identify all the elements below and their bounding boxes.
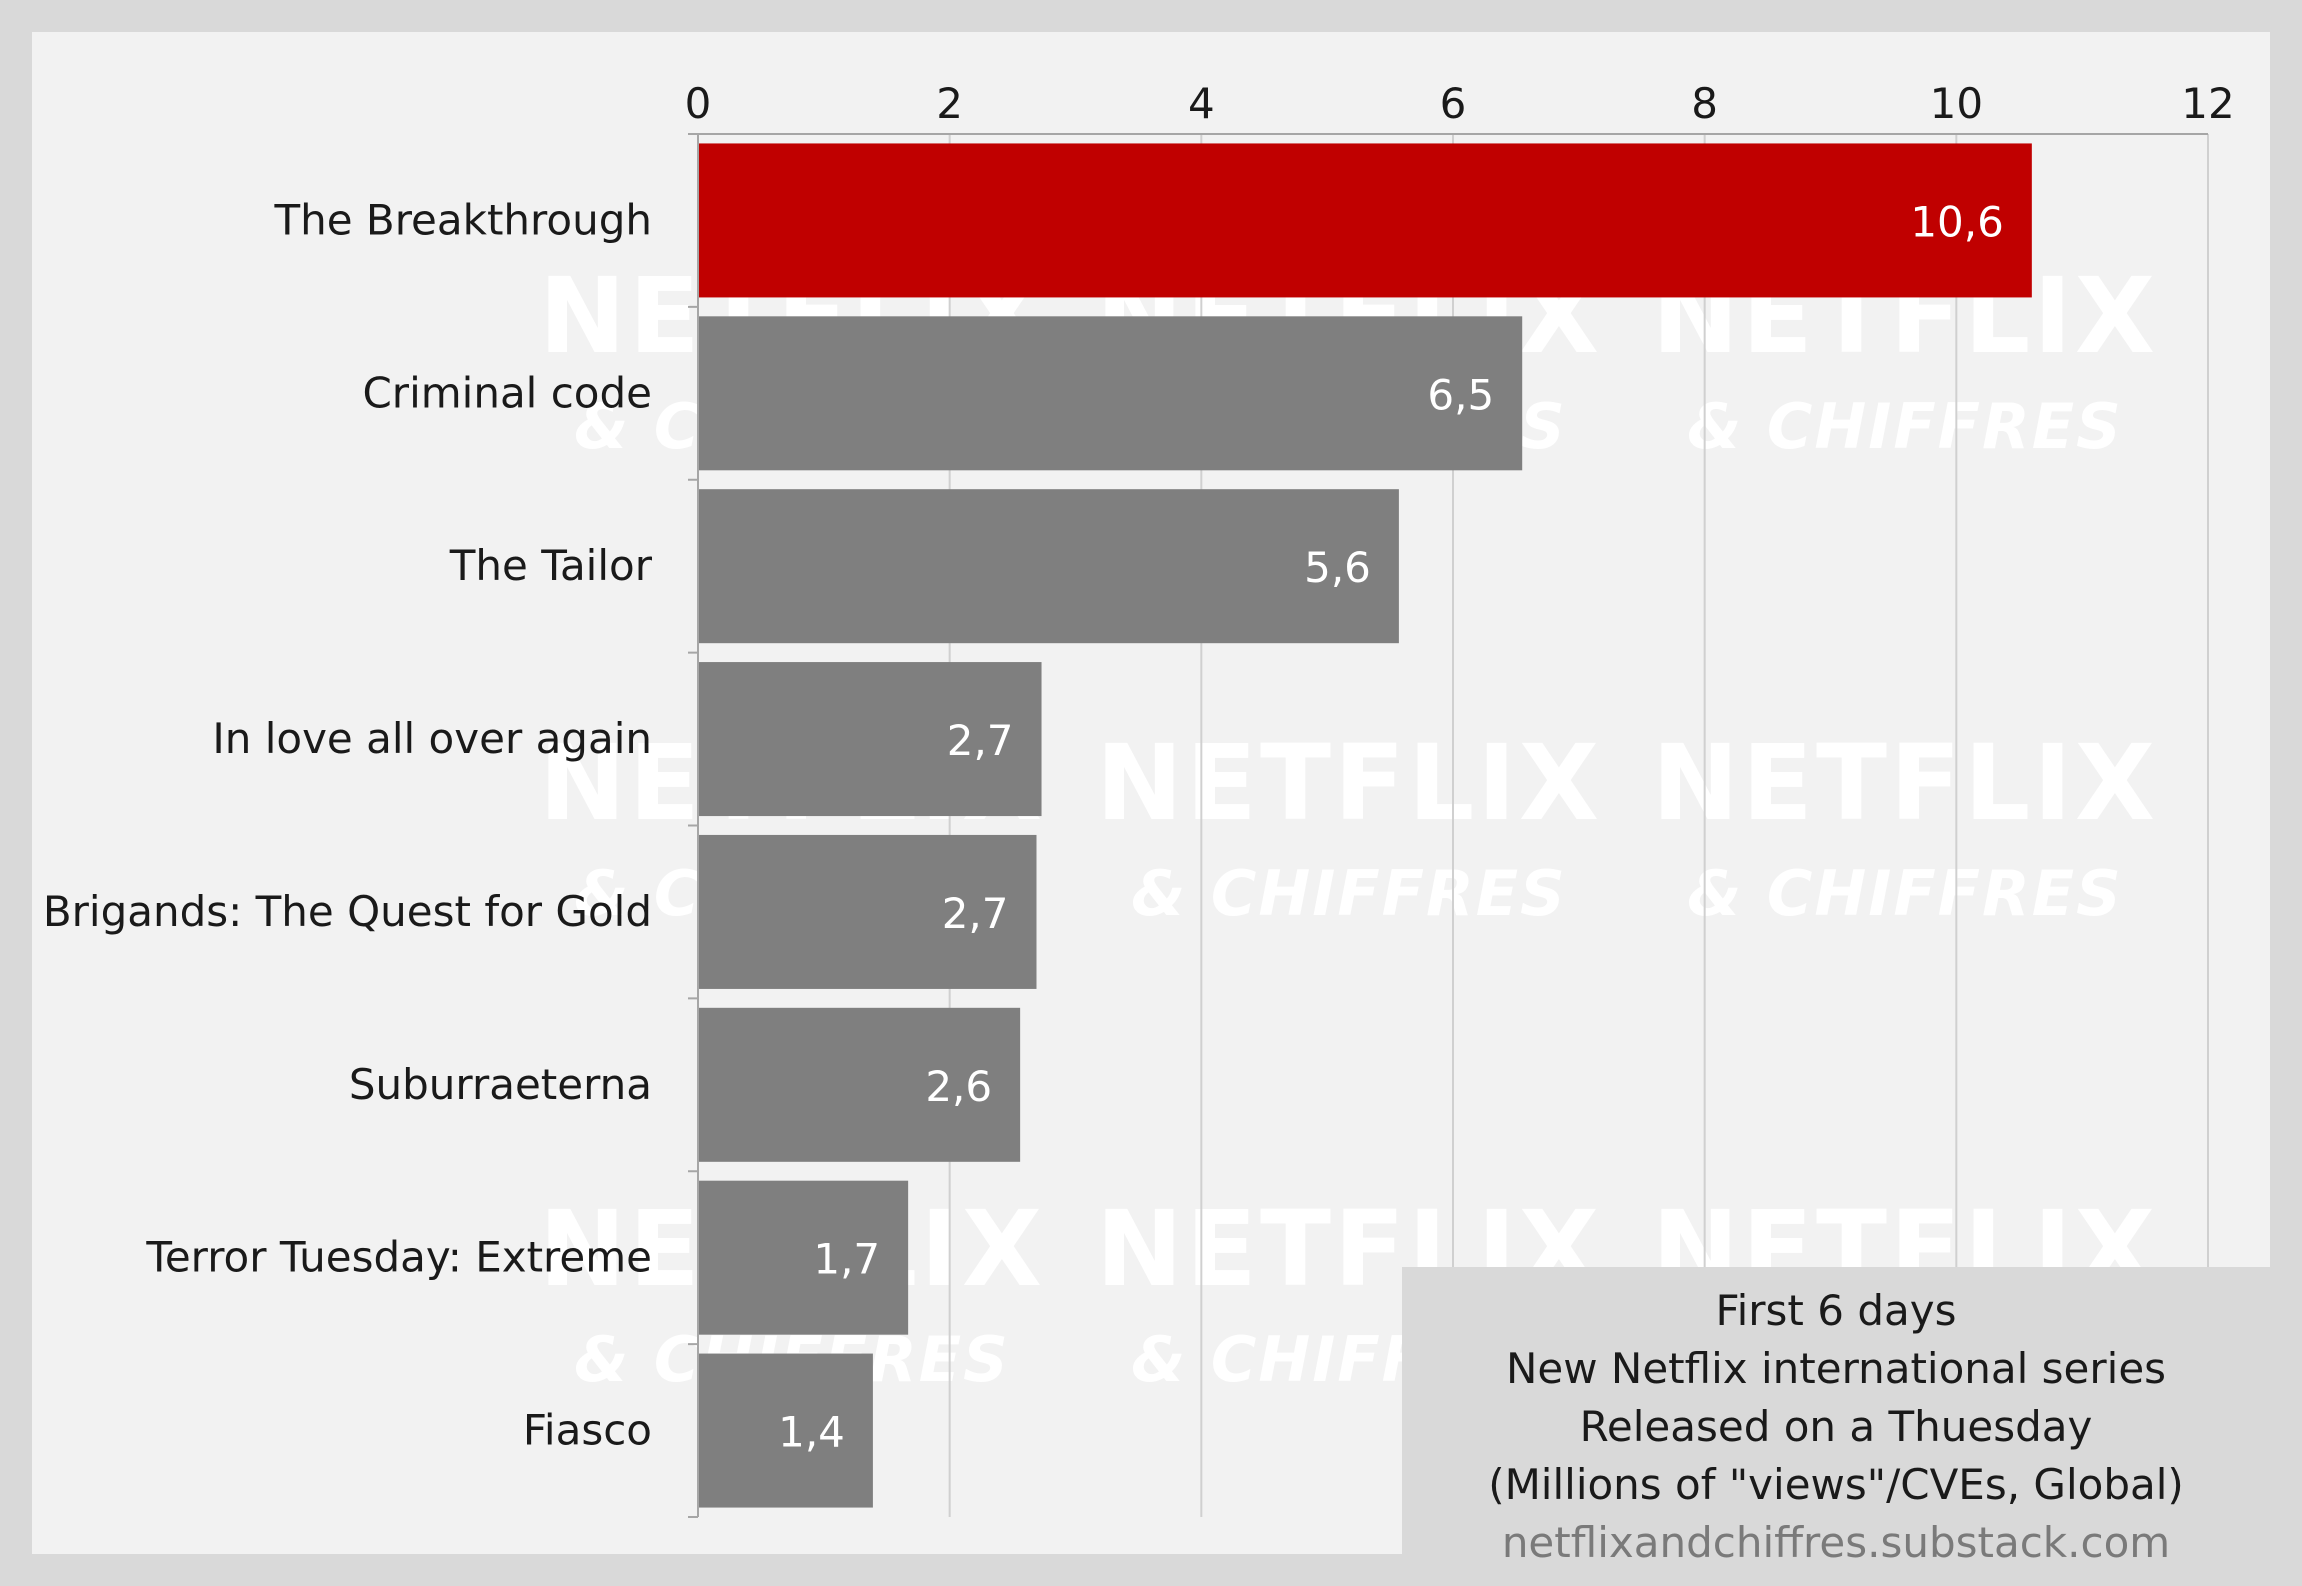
value-label: 2,7: [942, 889, 1009, 938]
x-tick-label: 6: [1440, 79, 1467, 128]
category-label: Criminal code: [362, 368, 652, 417]
x-tick-label: 10: [1930, 79, 1983, 128]
axes: [688, 133, 2208, 1518]
x-tick-label: 12: [2181, 79, 2234, 128]
x-tick-label: 8: [1691, 79, 1718, 128]
info-line-1: First 6 days: [1715, 1285, 1957, 1335]
value-label: 2,7: [947, 716, 1014, 765]
info-line-2: New Netflix international series: [1505, 1343, 2167, 1393]
bar: [698, 143, 2032, 298]
bar: [698, 1180, 909, 1335]
x-tick-label: 0: [685, 79, 712, 128]
category-label: Suburraeterna: [349, 1060, 652, 1109]
x-tick-label: 2: [936, 79, 963, 128]
info-line-3: Released on a Thuesday: [1579, 1401, 2093, 1451]
value-label: 1,4: [778, 1408, 845, 1457]
bars: [698, 143, 2032, 1508]
source-url: netflixandchiffres.substack.com: [1501, 1517, 2171, 1567]
category-label: Brigands: The Quest for Gold: [43, 887, 652, 936]
bar: [698, 316, 1523, 471]
value-label: 1,7: [813, 1235, 880, 1284]
category-label: The Tailor: [449, 541, 653, 590]
info-line-4: (Millions of "views"/CVEs, Global): [1488, 1459, 2184, 1509]
info-box: First 6 days New Netflix international s…: [1402, 1267, 2270, 1586]
value-label: 5,6: [1304, 543, 1371, 592]
bar: [698, 834, 1037, 989]
category-label: The Breakthrough: [273, 195, 652, 244]
category-label: In love all over again: [212, 714, 652, 763]
value-label: 2,6: [925, 1062, 992, 1111]
watermark-subtitle: & CHIFFRES: [1131, 857, 1567, 930]
value-label: 6,5: [1427, 370, 1494, 419]
watermark-subtitle: & CHIFFRES: [1687, 857, 2123, 930]
watermark-title: NETFLIX: [1652, 722, 2158, 844]
bar: [698, 1353, 873, 1508]
value-label: 10,6: [1910, 197, 2004, 246]
bar: [698, 1007, 1021, 1162]
labels: 0 2 4 6 8 10 12 The Breakthrough 10,6 Criminal co…: [43, 79, 2235, 1457]
x-tick-label: 4: [1188, 79, 1215, 128]
category-label: Fiasco: [523, 1406, 652, 1455]
bar: [698, 662, 1042, 817]
watermark-title: NETFLIX: [1096, 722, 1602, 844]
category-label: Terror Tuesday: Extreme: [145, 1233, 652, 1282]
watermark-subtitle: & CHIFFRES: [1687, 390, 2123, 463]
bar: [698, 489, 1399, 644]
